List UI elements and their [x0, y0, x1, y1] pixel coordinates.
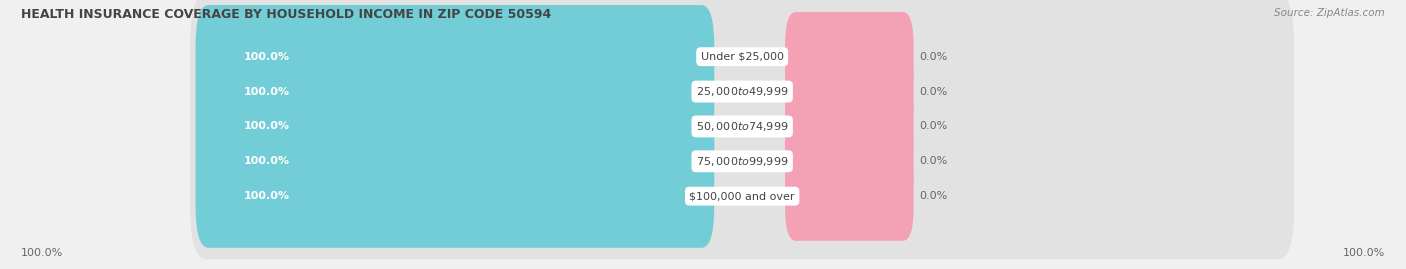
FancyBboxPatch shape: [195, 40, 714, 143]
FancyBboxPatch shape: [785, 117, 914, 206]
Text: 100.0%: 100.0%: [1343, 248, 1385, 258]
FancyBboxPatch shape: [785, 151, 914, 241]
Text: HEALTH INSURANCE COVERAGE BY HOUSEHOLD INCOME IN ZIP CODE 50594: HEALTH INSURANCE COVERAGE BY HOUSEHOLD I…: [21, 8, 551, 21]
FancyBboxPatch shape: [190, 29, 1294, 155]
Text: 0.0%: 0.0%: [920, 156, 948, 166]
Legend: With Coverage, Without Coverage: With Coverage, Without Coverage: [579, 264, 841, 269]
FancyBboxPatch shape: [785, 47, 914, 136]
Text: $100,000 and over: $100,000 and over: [689, 191, 794, 201]
FancyBboxPatch shape: [785, 82, 914, 171]
Text: 100.0%: 100.0%: [243, 156, 290, 166]
Text: Source: ZipAtlas.com: Source: ZipAtlas.com: [1274, 8, 1385, 18]
Text: 100.0%: 100.0%: [243, 52, 290, 62]
FancyBboxPatch shape: [190, 98, 1294, 224]
Text: 0.0%: 0.0%: [920, 191, 948, 201]
FancyBboxPatch shape: [195, 75, 714, 178]
Text: 0.0%: 0.0%: [920, 52, 948, 62]
FancyBboxPatch shape: [195, 110, 714, 213]
FancyBboxPatch shape: [195, 144, 714, 248]
Text: 0.0%: 0.0%: [920, 87, 948, 97]
Text: $75,000 to $99,999: $75,000 to $99,999: [696, 155, 789, 168]
FancyBboxPatch shape: [785, 12, 914, 101]
Text: $50,000 to $74,999: $50,000 to $74,999: [696, 120, 789, 133]
Text: 100.0%: 100.0%: [243, 191, 290, 201]
Text: 0.0%: 0.0%: [920, 121, 948, 132]
FancyBboxPatch shape: [190, 133, 1294, 259]
FancyBboxPatch shape: [190, 0, 1294, 120]
Text: $25,000 to $49,999: $25,000 to $49,999: [696, 85, 789, 98]
FancyBboxPatch shape: [195, 5, 714, 108]
FancyBboxPatch shape: [190, 63, 1294, 190]
Text: Under $25,000: Under $25,000: [700, 52, 783, 62]
Text: 100.0%: 100.0%: [21, 248, 63, 258]
Text: 100.0%: 100.0%: [243, 121, 290, 132]
Text: 100.0%: 100.0%: [243, 87, 290, 97]
